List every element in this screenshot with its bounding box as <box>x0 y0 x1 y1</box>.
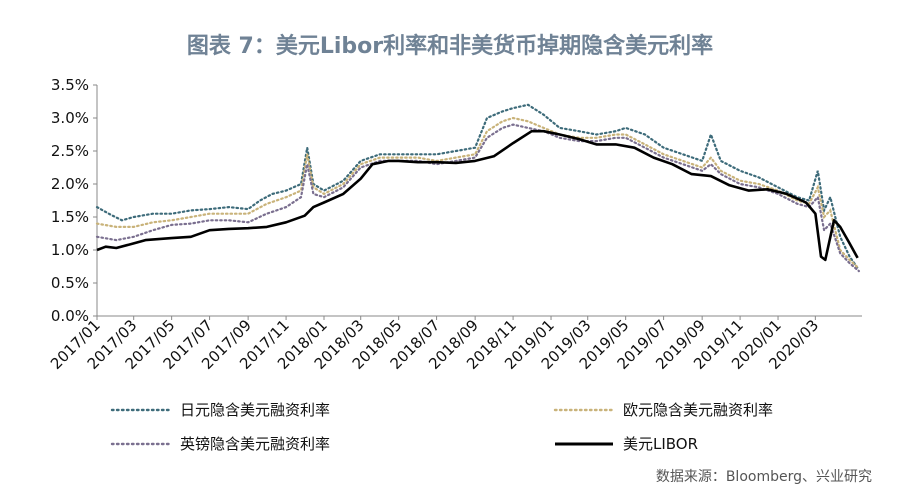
y-tick-label: 0.5% <box>51 274 89 292</box>
y-tick-label: 2.0% <box>51 175 89 193</box>
y-tick-label: 0.0% <box>51 307 89 325</box>
source-note: 数据来源：Bloomberg、兴业研究 <box>655 469 872 485</box>
legend-label-3: 英镑隐含美元融资利率 <box>180 435 330 453</box>
series-line-4 <box>96 129 859 262</box>
y-tick-label: 3.5% <box>51 76 89 94</box>
legend-label-2: 欧元隐含美元融资利率 <box>623 401 773 419</box>
legend-label-1: 日元隐含美元融资利率 <box>180 401 330 419</box>
series-line-2 <box>95 116 861 270</box>
y-tick-label: 3.0% <box>51 109 89 127</box>
y-tick-label: 1.0% <box>51 241 89 259</box>
series-line-3 <box>95 123 861 273</box>
chart-title: 图表 7：美元Libor利率和非美货币掉期隐含美元利率 <box>186 34 714 59</box>
legend-label-4: 美元LIBOR <box>623 435 698 453</box>
series-line-1 <box>95 103 861 271</box>
series-layer <box>95 103 861 273</box>
y-tick-label: 2.5% <box>51 142 89 160</box>
chart-axes: 0.0%0.5%1.0%1.5%2.0%2.5%3.0%3.5%2017/012… <box>47 76 862 373</box>
y-tick-label: 1.5% <box>51 208 89 226</box>
